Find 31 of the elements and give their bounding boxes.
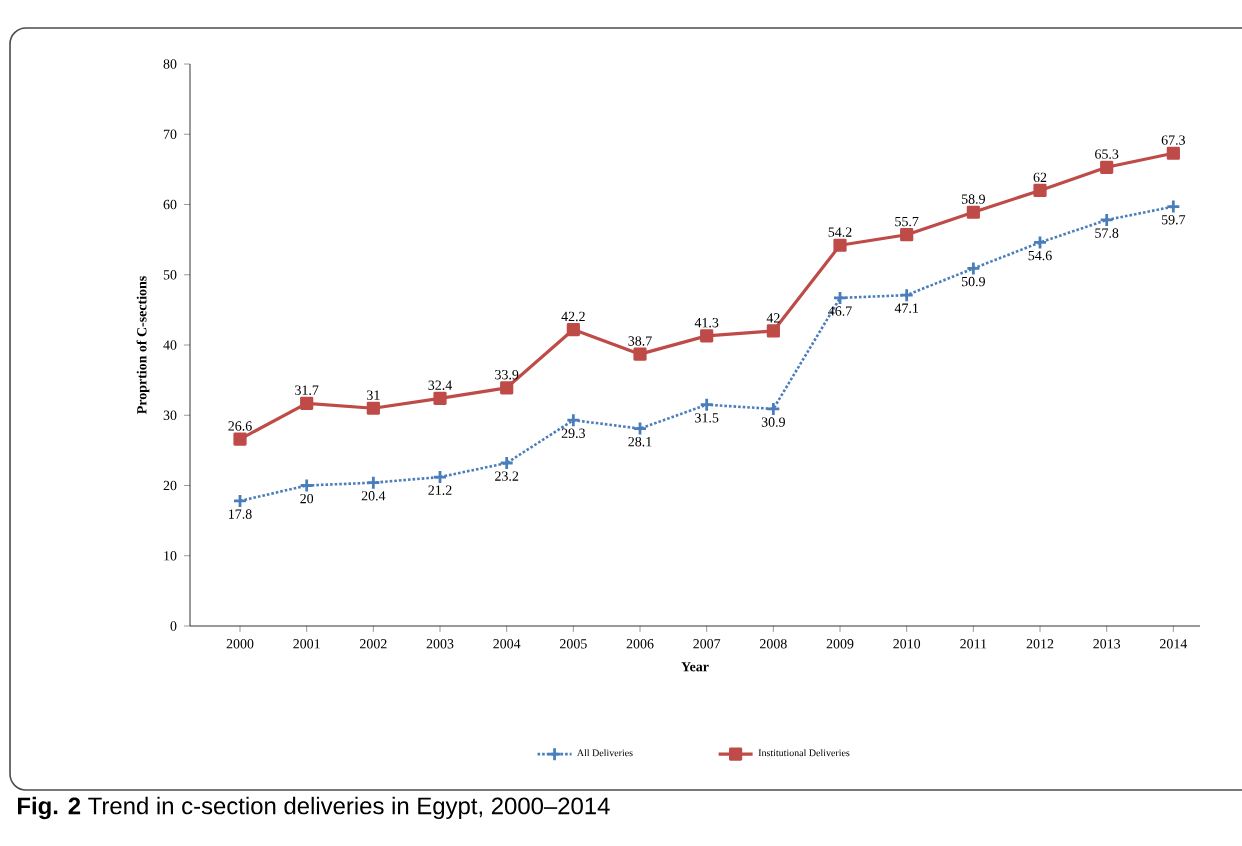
point xyxy=(499,455,515,471)
point xyxy=(366,401,380,415)
point xyxy=(300,396,314,410)
point xyxy=(232,493,248,509)
point xyxy=(900,228,914,242)
point xyxy=(1032,235,1048,250)
point xyxy=(500,381,514,395)
point xyxy=(833,238,847,252)
point xyxy=(1033,183,1047,198)
point xyxy=(1099,212,1115,228)
point xyxy=(766,324,780,338)
point xyxy=(832,290,848,306)
point xyxy=(633,347,647,361)
text: Fig. 2 Trend in c-section deliveries in Egypt, 2000–2014 xyxy=(18,796,610,820)
point xyxy=(1100,160,1114,174)
point xyxy=(1166,146,1180,160)
point xyxy=(899,287,915,303)
point xyxy=(433,391,447,405)
point xyxy=(299,478,315,493)
point xyxy=(765,401,781,417)
point xyxy=(699,397,715,413)
point xyxy=(632,421,648,436)
point xyxy=(365,475,381,491)
point xyxy=(565,412,581,428)
point xyxy=(700,329,714,343)
point xyxy=(965,261,981,276)
point xyxy=(1165,199,1181,215)
point xyxy=(966,205,980,219)
point xyxy=(233,432,247,446)
point xyxy=(432,469,448,485)
point xyxy=(566,322,580,337)
